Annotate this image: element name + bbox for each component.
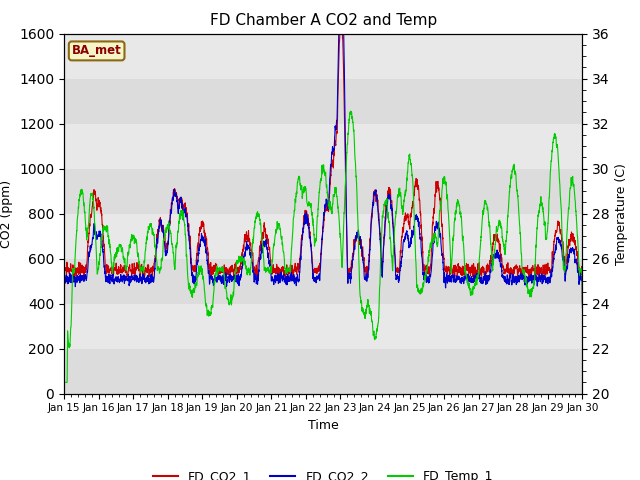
Bar	[64, 79, 582, 123]
Bar	[64, 259, 582, 303]
FD_CO2_1	[468, 271, 476, 276]
FD_Temp_1	[579, 298, 586, 303]
Bar	[64, 303, 582, 348]
FD_Temp_1	[60, 385, 68, 391]
FD_CO2_2	[411, 219, 419, 225]
Title: FD Chamber A CO2 and Temp: FD Chamber A CO2 and Temp	[209, 13, 437, 28]
Bar	[64, 348, 582, 394]
FD_CO2_2	[335, 26, 342, 32]
FD_Temp_1	[347, 108, 355, 114]
Bar	[64, 34, 582, 79]
FD_CO2_2	[304, 222, 312, 228]
FD_CO2_1	[579, 300, 586, 306]
FD_CO2_2	[468, 276, 476, 282]
FD_Temp_1	[578, 270, 586, 276]
FD_CO2_2	[154, 235, 161, 241]
FD_Temp_1	[468, 291, 476, 297]
FD_CO2_2	[439, 262, 447, 268]
FD_CO2_2	[60, 312, 68, 318]
Text: BA_met: BA_met	[72, 44, 122, 58]
FD_CO2_1	[439, 247, 447, 252]
FD_Temp_1	[411, 222, 419, 228]
X-axis label: Time: Time	[308, 419, 339, 432]
Bar	[64, 214, 582, 259]
FD_CO2_1	[304, 216, 312, 221]
FD_CO2_1	[578, 264, 586, 269]
Bar	[64, 123, 582, 168]
FD_CO2_1	[411, 187, 419, 193]
Line: FD_CO2_1: FD_CO2_1	[64, 29, 582, 315]
Line: FD_Temp_1: FD_Temp_1	[64, 111, 582, 388]
Y-axis label: CO2 (ppm): CO2 (ppm)	[1, 180, 13, 248]
FD_Temp_1	[154, 265, 161, 271]
FD_Temp_1	[439, 177, 447, 183]
FD_CO2_1	[154, 235, 161, 240]
FD_Temp_1	[304, 202, 312, 207]
Y-axis label: Temperature (C): Temperature (C)	[615, 163, 628, 264]
Line: FD_CO2_2: FD_CO2_2	[64, 29, 582, 315]
FD_CO2_1	[336, 26, 344, 32]
FD_CO2_2	[579, 304, 586, 310]
Bar	[64, 168, 582, 214]
FD_CO2_2	[578, 274, 586, 279]
FD_CO2_1	[60, 312, 68, 318]
Legend: FD_CO2_1, FD_CO2_2, FD_Temp_1: FD_CO2_1, FD_CO2_2, FD_Temp_1	[148, 465, 499, 480]
